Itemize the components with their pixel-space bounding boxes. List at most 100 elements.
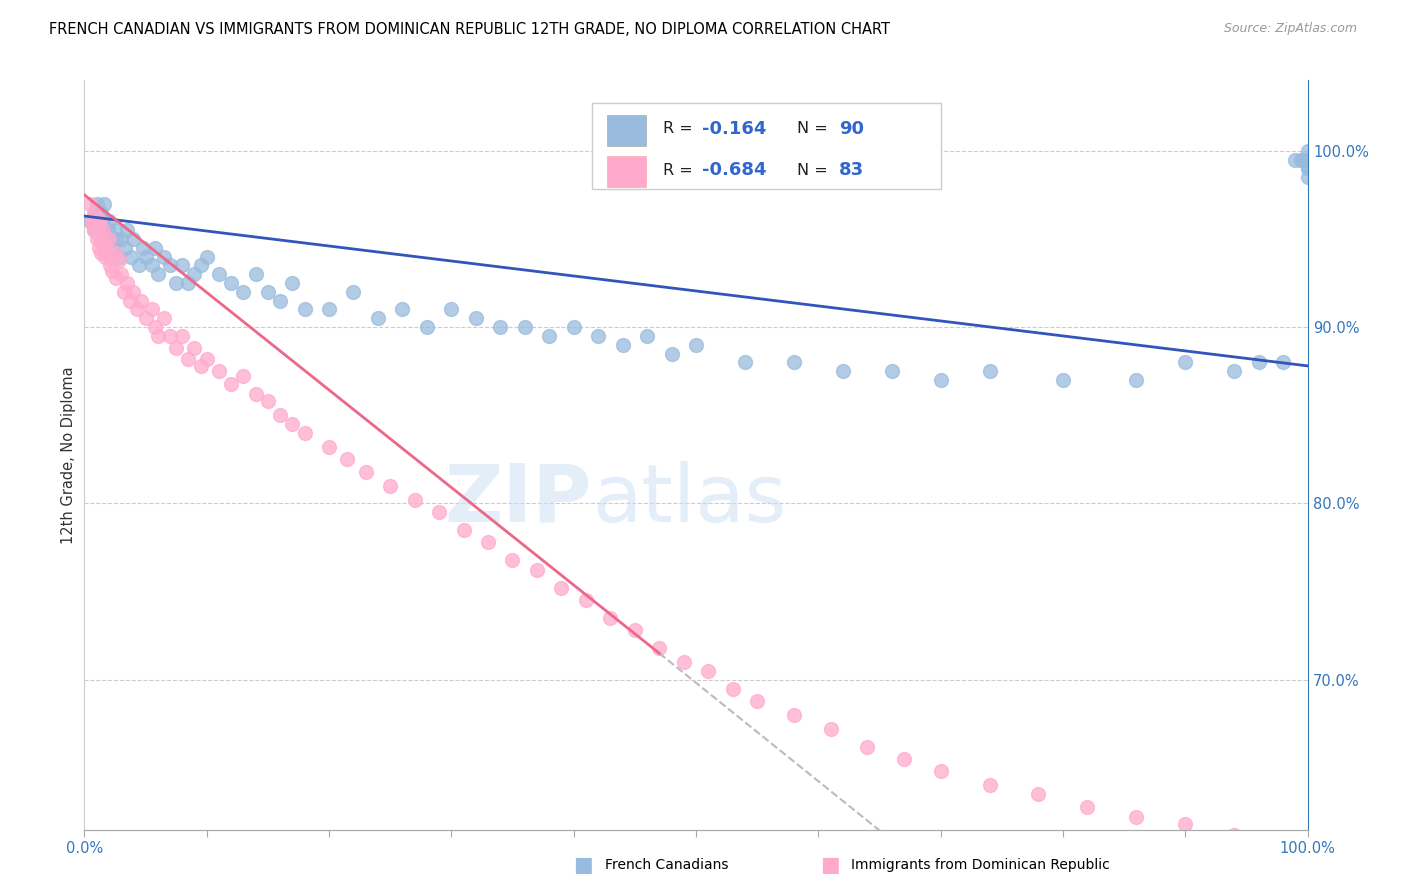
Point: [208, 364, 231, 378]
Point: [84, 205, 107, 219]
Point: [86, 211, 108, 225]
Point: [79, 196, 101, 211]
Point: [1125, 373, 1147, 387]
Point: [86, 232, 108, 246]
Point: [257, 285, 280, 299]
Point: [120, 250, 142, 264]
Point: [820, 722, 842, 736]
Point: [1174, 817, 1197, 831]
Point: [1294, 153, 1316, 167]
Text: ZIP: ZIP: [444, 461, 592, 539]
Point: [122, 232, 145, 246]
Point: [87, 205, 110, 219]
Point: [856, 739, 879, 754]
Text: -0.684: -0.684: [702, 161, 766, 179]
Point: [172, 259, 194, 273]
Point: [1295, 153, 1317, 167]
Point: [269, 409, 291, 423]
Point: [1296, 170, 1319, 185]
Point: [526, 563, 548, 577]
Point: [269, 293, 291, 308]
Point: [177, 276, 200, 290]
Point: [110, 267, 132, 281]
Point: [453, 523, 475, 537]
Point: [122, 285, 145, 299]
FancyBboxPatch shape: [606, 114, 645, 146]
Point: [146, 267, 169, 281]
Point: [165, 276, 187, 290]
Point: [1296, 153, 1319, 167]
Point: [513, 320, 536, 334]
Point: [97, 214, 120, 228]
Point: [79, 214, 101, 228]
Point: [538, 329, 561, 343]
Point: [612, 337, 634, 351]
Point: [96, 241, 118, 255]
Point: [90, 246, 112, 260]
Point: [94, 250, 117, 264]
Point: [416, 320, 439, 334]
Point: [105, 270, 128, 285]
Point: [219, 376, 242, 391]
Point: [91, 223, 114, 237]
Point: [195, 250, 218, 264]
Text: R =: R =: [664, 162, 697, 178]
Point: [110, 232, 132, 246]
Text: French Canadians: French Canadians: [605, 858, 728, 872]
Point: [100, 232, 122, 246]
Point: [115, 276, 138, 290]
Point: [195, 351, 218, 366]
Point: [979, 779, 1001, 793]
Y-axis label: 12th Grade, No Diploma: 12th Grade, No Diploma: [60, 366, 76, 544]
Text: Source: ZipAtlas.com: Source: ZipAtlas.com: [1223, 22, 1357, 36]
Point: [336, 452, 359, 467]
Point: [98, 259, 121, 273]
Point: [232, 285, 254, 299]
Point: [294, 425, 316, 440]
Point: [86, 196, 108, 211]
Point: [219, 276, 242, 290]
Point: [146, 329, 169, 343]
Point: [107, 250, 129, 264]
Point: [100, 250, 122, 264]
Point: [104, 246, 127, 260]
Point: [177, 351, 200, 366]
FancyBboxPatch shape: [592, 103, 941, 189]
Point: [83, 205, 105, 219]
Point: [190, 359, 212, 373]
Point: [91, 214, 114, 228]
Point: [87, 241, 110, 255]
Point: [245, 267, 267, 281]
Point: [83, 223, 105, 237]
Point: [1284, 153, 1306, 167]
Point: [141, 302, 163, 317]
Point: [208, 267, 231, 281]
Point: [697, 664, 720, 678]
Point: [115, 223, 138, 237]
Point: [89, 232, 111, 246]
Point: [893, 752, 915, 766]
Point: [128, 259, 150, 273]
Point: [1292, 153, 1315, 167]
Point: [783, 355, 806, 369]
Point: [190, 259, 212, 273]
Point: [257, 394, 280, 409]
Point: [502, 553, 524, 567]
Text: N =: N =: [797, 121, 834, 136]
Point: [367, 311, 389, 326]
Point: [93, 223, 115, 237]
Point: [90, 205, 112, 219]
Point: [489, 320, 512, 334]
Point: [599, 611, 621, 625]
Point: [979, 364, 1001, 378]
Point: [1292, 153, 1315, 167]
Point: [172, 329, 194, 343]
Text: atlas: atlas: [592, 461, 786, 539]
Point: [183, 341, 205, 355]
Point: [101, 263, 124, 277]
Point: [281, 417, 304, 431]
Point: [118, 293, 141, 308]
Point: [1125, 810, 1147, 824]
Point: [672, 655, 695, 669]
Point: [550, 581, 572, 595]
